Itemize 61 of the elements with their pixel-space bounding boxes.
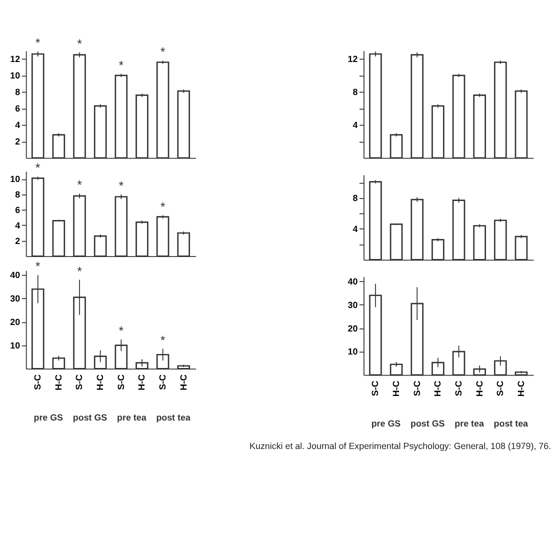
y-tick-label: 6 [15, 204, 20, 215]
x-tick-label: S-C [116, 374, 126, 390]
data-label: * [160, 200, 166, 214]
y-tick-label: 6 [15, 104, 20, 114]
data-label: * [77, 36, 82, 51]
text: pre GS [371, 418, 401, 429]
y-tick-label: 4 [15, 220, 20, 230]
text: pre GS [34, 412, 64, 422]
y-tick-label: 8 [15, 190, 20, 200]
y-tick-label: 12 [348, 54, 358, 64]
x-tick-label: S-C [32, 374, 43, 390]
text: pre tea [117, 412, 148, 422]
y-tick-label: 2 [15, 136, 20, 147]
data-label: * [118, 58, 124, 72]
y-tick-label: 4 [352, 120, 358, 130]
y-tick-label: 40 [348, 276, 358, 286]
x-tick-label: H-C [516, 380, 526, 397]
x-tick-label: S-C [74, 374, 84, 390]
y-tick-label: 40 [10, 270, 20, 280]
y-tick-label: 2 [15, 236, 20, 246]
data-label: * [118, 324, 124, 338]
text: post tea [494, 418, 530, 429]
y-tick-label: 30 [10, 294, 20, 304]
y-tick-label: 10 [10, 70, 20, 81]
x-tick-label: H-C [390, 380, 401, 397]
data-label: * [77, 264, 82, 278]
y-tick-label: 4 [15, 120, 20, 130]
y-tick-label: 8 [15, 87, 20, 98]
x-tick-label: H-C [474, 380, 484, 397]
x-tick-label: H-C [178, 374, 188, 390]
y-tick-label: 30 [348, 300, 358, 310]
x-tick-label: S-C [370, 380, 380, 396]
x-tick-label: S-C [412, 380, 422, 396]
text: Kuznicki et al. Journal of Experimental Psychology: General, 108 (1979), 76. [250, 441, 552, 452]
data-label: * [35, 161, 40, 176]
y-tick-label: 12 [10, 54, 20, 64]
x-tick-label: H-C [53, 374, 64, 390]
x-tick-label: H-C [136, 374, 147, 390]
text: post GS [72, 412, 108, 422]
y-tick-label: 8 [352, 193, 358, 204]
y-tick-label: 20 [10, 317, 20, 328]
y-tick-label: 10 [10, 174, 20, 184]
x-tick-label: S-C [157, 374, 168, 390]
data-label: * [35, 260, 40, 274]
x-tick-label: H-C [432, 380, 443, 397]
y-tick-label: 4 [352, 224, 358, 234]
text: post GS [410, 418, 445, 429]
y-tick-label: 8 [352, 87, 358, 98]
data-label: * [35, 36, 40, 50]
x-tick-label: S-C [495, 380, 506, 396]
x-tick-label: S-C [453, 380, 464, 396]
data-label: * [160, 45, 166, 60]
text: pre tea [454, 418, 485, 429]
y-tick-label: 10 [348, 346, 358, 357]
data-label: * [160, 333, 166, 348]
x-tick-label: H-C [95, 374, 106, 390]
data-label: * [77, 178, 82, 192]
text: post tea [156, 412, 192, 422]
y-tick-label: 20 [348, 323, 358, 334]
data-label: * [118, 178, 124, 193]
y-tick-label: 10 [10, 340, 20, 350]
